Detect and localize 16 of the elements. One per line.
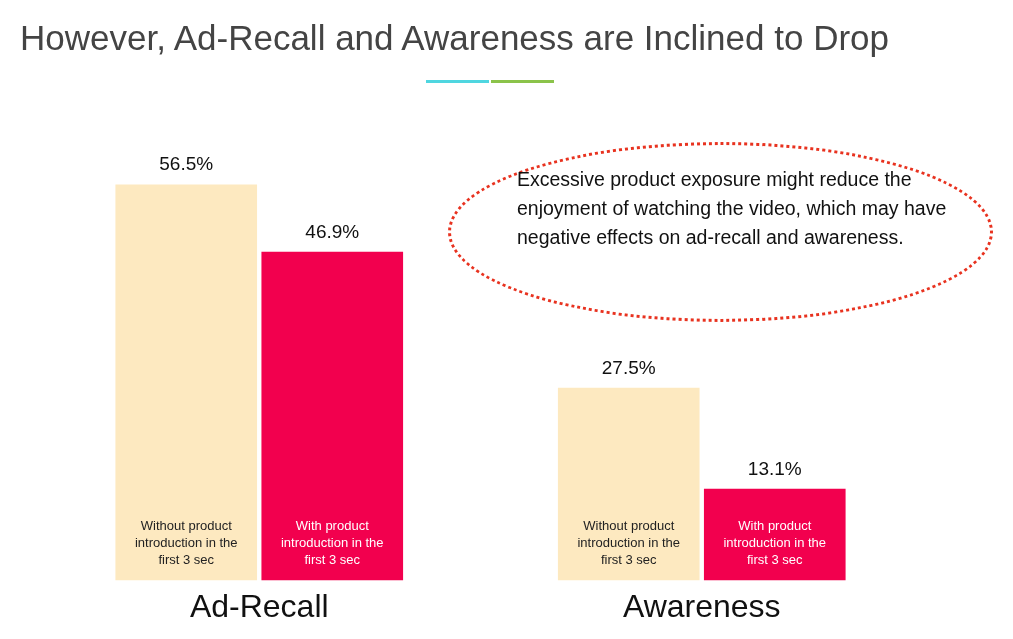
data-label: 56.5% <box>159 153 214 175</box>
data-label: 46.9% <box>305 220 360 242</box>
bar <box>703 488 846 581</box>
text: Without product introduction in the first 3 sec <box>577 517 681 567</box>
data-label: 13.1% <box>747 457 802 479</box>
text: With product introduction in the first 3 sec <box>723 517 827 567</box>
bar <box>557 387 700 581</box>
chart-title: However, Ad-Recall and Awareness are Inclined to Drop <box>20 18 890 58</box>
x-tick-label: Ad-Recall <box>189 587 329 624</box>
x-tick-label: Awareness <box>622 587 781 624</box>
bar <box>115 184 258 581</box>
series-label: Without product introduction in the first 3 sec <box>134 517 238 567</box>
bar <box>261 251 404 581</box>
data-label: 27.5% <box>601 356 656 378</box>
series-label: With product introduction in the first 3 sec <box>280 517 384 567</box>
annotation: Excessive product exposure might reduce the enjoyment of watching the video, which may have negative effects on ad-recall and awareness. <box>517 167 948 250</box>
